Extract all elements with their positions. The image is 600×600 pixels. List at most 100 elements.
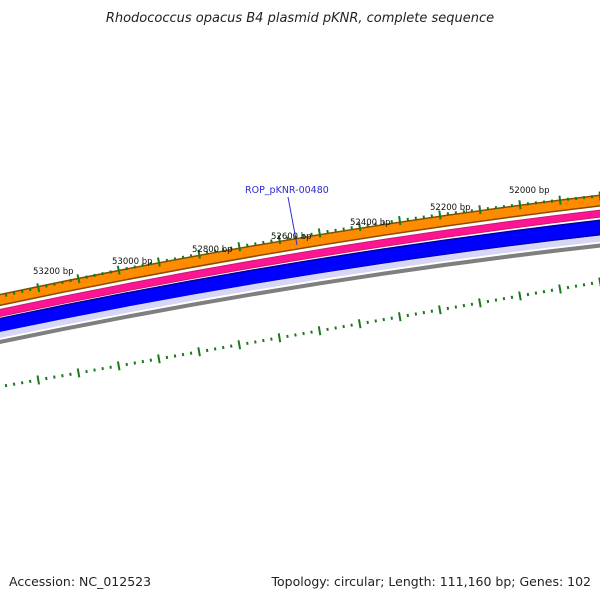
minor-tick [93, 368, 96, 372]
minor-tick [141, 359, 145, 364]
minor-tick [85, 369, 88, 374]
minor-tick [270, 337, 273, 341]
minor-tick [502, 297, 506, 301]
minor-tick [69, 372, 72, 376]
summary-text: Topology: circular; Length: 111,160 bp; … [271, 574, 592, 589]
minor-tick [246, 341, 249, 345]
minor-tick [286, 334, 289, 338]
minor-tick [350, 226, 353, 230]
minor-tick [302, 331, 305, 336]
minor-tick [446, 306, 450, 311]
minor-tick [382, 317, 385, 322]
minor-tick [141, 263, 145, 267]
minor-tick [12, 291, 16, 295]
minor-tick [53, 282, 56, 286]
minor-tick [230, 246, 233, 250]
minor-tick [125, 362, 128, 367]
minor-tick [430, 309, 434, 313]
minor-tick [69, 278, 72, 283]
major-tick [598, 277, 600, 287]
minor-tick [526, 292, 530, 297]
major-tick [197, 347, 201, 357]
major-tick [558, 284, 562, 294]
minor-tick [85, 275, 88, 279]
minor-tick [20, 289, 24, 294]
minor-tick [246, 243, 249, 247]
minor-tick [390, 220, 393, 224]
major-tick [317, 228, 322, 238]
minor-tick [28, 379, 32, 384]
track-backbone-outline [0, 235, 600, 339]
track-cds-forward-fill [0, 196, 600, 305]
minor-tick [149, 261, 153, 266]
minor-tick [213, 347, 217, 351]
minor-tick [334, 326, 337, 330]
minor-tick [566, 285, 570, 290]
major-tick [76, 274, 81, 284]
gene-label[interactable]: ROP_pKNR-00480 [245, 185, 329, 196]
minor-tick [173, 354, 177, 358]
minor-tick [414, 312, 418, 316]
minor-tick [582, 283, 586, 287]
minor-tick [462, 303, 466, 308]
minor-tick [101, 367, 104, 371]
minor-tick [510, 295, 514, 299]
inner-tick-ring [4, 277, 600, 388]
minor-tick [270, 239, 273, 243]
minor-tick [149, 358, 153, 362]
minor-tick [213, 249, 217, 253]
minor-tick [574, 284, 578, 288]
minor-tick [4, 293, 8, 297]
tick-label: 53000 bp [112, 257, 153, 267]
minor-tick [189, 351, 193, 355]
major-tick [438, 210, 442, 220]
minor-tick [133, 265, 137, 269]
track-gene-fill [0, 210, 600, 317]
minor-tick [205, 251, 209, 255]
minor-tick [310, 330, 313, 334]
minor-tick [326, 327, 329, 331]
minor-tick [181, 255, 185, 259]
major-tick [438, 305, 442, 315]
minor-tick [366, 320, 369, 325]
major-tick [478, 205, 482, 215]
minor-tick [205, 348, 209, 353]
major-tick [398, 312, 402, 322]
minor-tick [254, 242, 257, 246]
minor-tick [550, 288, 554, 292]
major-tick [518, 291, 522, 301]
major-tick [357, 319, 362, 329]
minor-tick [542, 290, 546, 294]
minor-tick [109, 270, 112, 274]
tick-label: 52200 bp [430, 203, 471, 213]
minor-tick [326, 229, 329, 234]
minor-tick [28, 287, 32, 292]
tick-label: 53200 bp [33, 267, 74, 277]
major-tick [277, 333, 282, 343]
minor-tick [302, 233, 305, 238]
major-tick [237, 340, 242, 350]
map-title: Rhodococcus opacus B4 plasmid pKNR, comp… [106, 11, 494, 26]
major-tick [237, 242, 242, 252]
major-tick [197, 249, 201, 259]
major-tick [116, 265, 121, 275]
minor-tick [254, 340, 257, 344]
major-tick [358, 221, 362, 232]
tick-label: 52400 bp [350, 218, 391, 228]
major-tick [518, 200, 522, 210]
track-layer [0, 194, 600, 345]
minor-tick [470, 302, 474, 306]
tick-label: 52000 bp [509, 186, 550, 196]
minor-tick [173, 257, 177, 261]
major-tick [116, 361, 121, 371]
gene-label-leader [287, 196, 298, 246]
minor-tick [494, 298, 498, 302]
minor-tick [4, 383, 8, 388]
minor-tick [165, 258, 169, 263]
minor-tick [350, 323, 353, 327]
minor-tick [310, 232, 313, 236]
minor-tick [189, 254, 193, 258]
minor-tick [534, 291, 538, 295]
minor-tick [61, 280, 64, 285]
minor-tick [125, 266, 129, 271]
